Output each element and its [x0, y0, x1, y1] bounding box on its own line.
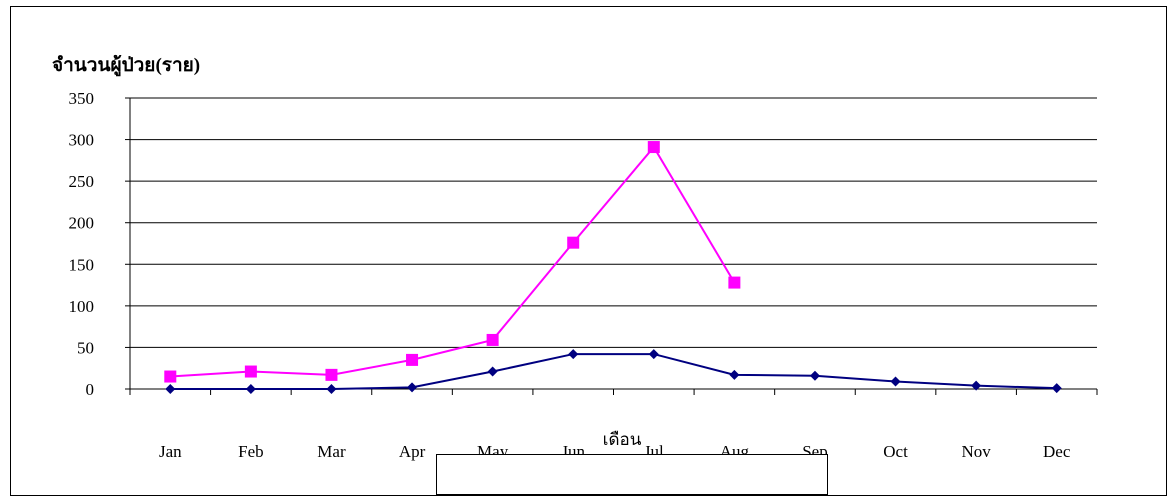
y-tick-label-100: 100 [69, 297, 95, 316]
point-median-jul [648, 349, 659, 360]
point-median-oct [890, 376, 901, 387]
point-median-feb [245, 384, 256, 394]
y-tick-label-300: 300 [69, 131, 95, 150]
point-median-dec [1051, 383, 1062, 394]
point-2556-apr [406, 353, 419, 366]
y-tick-label-250: 250 [69, 172, 95, 191]
point-median-apr [407, 382, 418, 393]
x-tick-label-mar: Mar [317, 442, 346, 461]
series-line-2556 [170, 145, 736, 378]
point-2556-mar [325, 368, 338, 381]
y-tick-label-350: 350 [69, 89, 95, 108]
point-2556-feb [244, 365, 257, 378]
y-axis-title: จำนวนผู้ป่วย(ราย) [52, 55, 201, 76]
point-median-may [487, 366, 498, 377]
point-2556-jan [164, 370, 177, 383]
point-median-jun [568, 349, 579, 360]
point-2556-aug [728, 276, 741, 289]
x-tick-label-nov: Nov [961, 442, 991, 461]
point-median-sep [809, 370, 820, 381]
y-tick-label-200: 200 [69, 214, 95, 233]
x-axis-title: เดือน [603, 430, 642, 449]
x-tick-label-feb: Feb [238, 442, 264, 461]
x-tick-label-jan: Jan [159, 442, 182, 461]
point-2556-may [486, 333, 499, 346]
point-median-mar [326, 384, 337, 394]
chart-frame [10, 6, 1167, 496]
x-tick-label-apr: Apr [399, 442, 426, 461]
legend [436, 454, 828, 495]
series-line-median [170, 353, 1057, 390]
x-tick-label-dec: Dec [1043, 442, 1071, 461]
y-tick-label-0: 0 [86, 380, 95, 399]
point-median-nov [971, 380, 982, 391]
y-tick-label-150: 150 [69, 255, 95, 274]
x-tick-label-oct: Oct [883, 442, 908, 461]
point-2556-jun [567, 236, 580, 249]
y-tick-label-50: 50 [77, 338, 94, 357]
point-2556-jul [647, 141, 660, 154]
point-median-aug [729, 369, 740, 380]
point-median-jan [165, 384, 176, 394]
